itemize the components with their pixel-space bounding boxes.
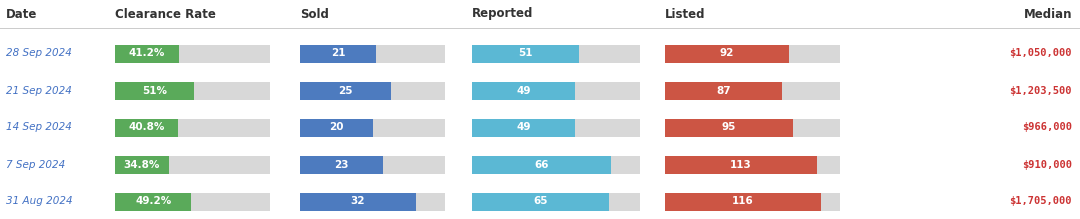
Text: 116: 116	[732, 196, 754, 207]
Text: $1,050,000: $1,050,000	[1010, 48, 1072, 58]
Bar	[665, 81, 782, 99]
Text: 49.2%: 49.2%	[135, 196, 172, 207]
Text: 34.8%: 34.8%	[124, 159, 160, 170]
Text: 32: 32	[351, 196, 365, 207]
Text: Listed: Listed	[665, 7, 705, 21]
Bar	[665, 44, 788, 62]
Bar	[114, 118, 178, 136]
Bar	[300, 193, 445, 210]
Bar	[300, 44, 445, 62]
Bar	[114, 81, 270, 99]
Text: 87: 87	[716, 85, 731, 95]
Bar	[300, 193, 416, 210]
Bar	[0, 108, 1080, 109]
Text: 51%: 51%	[143, 85, 167, 95]
Text: 51: 51	[518, 48, 532, 58]
Bar	[472, 44, 640, 62]
Text: 25: 25	[338, 85, 352, 95]
Bar	[0, 145, 1080, 146]
Bar	[300, 118, 445, 136]
Text: $966,000: $966,000	[1022, 122, 1072, 132]
Bar	[0, 28, 1080, 29]
Bar	[472, 81, 575, 99]
Text: 92: 92	[719, 48, 734, 58]
Text: $910,000: $910,000	[1022, 159, 1072, 170]
Bar	[472, 193, 608, 210]
Bar	[472, 81, 640, 99]
Bar	[665, 155, 818, 173]
Text: Median: Median	[1024, 7, 1072, 21]
Bar	[472, 193, 640, 210]
Text: 28 Sep 2024: 28 Sep 2024	[6, 48, 72, 58]
Text: $1,705,000: $1,705,000	[1010, 196, 1072, 207]
Bar	[114, 193, 270, 210]
Text: 31 Aug 2024: 31 Aug 2024	[6, 196, 72, 207]
Text: 65: 65	[534, 196, 548, 207]
Bar	[0, 71, 1080, 72]
Bar	[300, 118, 373, 136]
Text: Reported: Reported	[472, 7, 534, 21]
Text: 20: 20	[329, 122, 343, 132]
Bar	[300, 81, 445, 99]
Bar	[472, 155, 610, 173]
Bar	[114, 155, 168, 173]
Bar	[472, 155, 640, 173]
Bar	[665, 193, 821, 210]
Text: 7 Sep 2024: 7 Sep 2024	[6, 159, 65, 170]
Bar	[300, 81, 391, 99]
Bar	[114, 44, 270, 62]
Text: 14 Sep 2024: 14 Sep 2024	[6, 122, 72, 132]
Text: 66: 66	[534, 159, 549, 170]
Bar	[665, 44, 840, 62]
Bar	[665, 155, 840, 173]
Bar	[0, 182, 1080, 183]
Text: $1,203,500: $1,203,500	[1010, 85, 1072, 95]
Bar	[114, 81, 194, 99]
Text: 95: 95	[721, 122, 737, 132]
Text: 49: 49	[516, 122, 530, 132]
Text: 49: 49	[516, 85, 530, 95]
Bar	[300, 44, 376, 62]
Bar	[300, 155, 383, 173]
Bar	[114, 118, 270, 136]
Text: Sold: Sold	[300, 7, 329, 21]
Text: 40.8%: 40.8%	[129, 122, 165, 132]
Bar	[472, 118, 640, 136]
Text: 41.2%: 41.2%	[129, 48, 165, 58]
Text: 113: 113	[730, 159, 752, 170]
Bar	[665, 118, 793, 136]
Bar	[472, 118, 575, 136]
Bar	[665, 81, 840, 99]
Bar	[114, 193, 191, 210]
Bar	[472, 44, 579, 62]
Bar	[114, 155, 270, 173]
Text: 23: 23	[335, 159, 349, 170]
Text: Clearance Rate: Clearance Rate	[114, 7, 216, 21]
Text: 21 Sep 2024: 21 Sep 2024	[6, 85, 72, 95]
Bar	[300, 155, 445, 173]
Text: 21: 21	[330, 48, 346, 58]
Text: Date: Date	[6, 7, 38, 21]
Bar	[114, 44, 179, 62]
Bar	[665, 118, 840, 136]
Bar	[665, 193, 840, 210]
